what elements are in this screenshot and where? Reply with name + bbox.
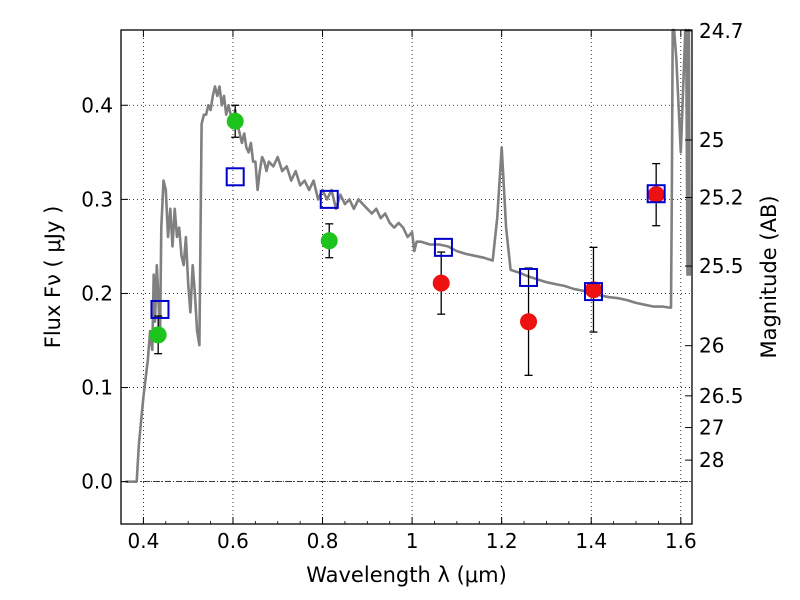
- green-points-marker: [320, 232, 338, 250]
- red-points-marker: [520, 313, 538, 331]
- plot-frame: [120, 29, 693, 525]
- y-tick-label: 0.3: [81, 187, 113, 211]
- y2-tick-label: 27: [699, 416, 724, 440]
- x-ticks: 0.4 0.6 0.8 1 1.2 1.4 1.6: [120, 30, 697, 553]
- grid: [121, 30, 692, 524]
- green-points-marker: [149, 326, 167, 344]
- y2-axis-label: Magnitude (AB): [757, 195, 781, 358]
- model-squares-marker: [646, 184, 666, 204]
- x-tick-label: 1.6: [665, 529, 697, 553]
- x-tick-label: 1.2: [486, 529, 518, 553]
- y2-tick-label: 24.7: [699, 19, 744, 43]
- x-axis-label: Wavelength λ (μm): [306, 563, 507, 587]
- x-tick-label: 0.6: [217, 529, 249, 553]
- y2-tick-label: 26: [699, 334, 724, 358]
- x-tick-label: 0.8: [307, 529, 339, 553]
- green-points-marker: [226, 112, 244, 130]
- y-tick-label: 0.0: [81, 470, 113, 494]
- model-sed: [125, 28, 692, 484]
- y-tick-label: 0.2: [81, 281, 113, 305]
- x-tick-label: 1: [406, 529, 419, 553]
- y2-tick-label: 25: [699, 128, 724, 152]
- y2-tick-label: 26.5: [699, 384, 744, 408]
- red-points-marker: [584, 281, 602, 299]
- y-tick-label: 0.4: [81, 93, 113, 117]
- data-markers: [149, 112, 666, 344]
- y-ticks: 0.0 0.1 0.2 0.3 0.4: [81, 93, 128, 494]
- model-squares-marker: [150, 299, 170, 319]
- y-tick-label: 0.1: [81, 376, 113, 400]
- x-tick-label: 0.4: [127, 529, 159, 553]
- y-axis-label: Flux Fν ( μJy ): [41, 206, 65, 349]
- y2-tick-label: 25.2: [699, 185, 744, 209]
- x-tick-label: 1.4: [575, 529, 607, 553]
- y2-ticks: 24.7 25 25.2 25.5 26 26.5 27 28: [685, 19, 744, 472]
- red-points-marker: [647, 186, 665, 204]
- model-sed-line: [125, 28, 692, 484]
- model-squares-marker: [519, 267, 539, 287]
- model-squares-marker: [319, 189, 339, 209]
- y2-tick-label: 28: [699, 448, 724, 472]
- error-bars: [154, 104, 661, 376]
- model-squares-marker: [433, 237, 453, 257]
- y2-tick-label: 25.5: [699, 254, 744, 278]
- model-squares-marker: [583, 282, 603, 302]
- model-squares-marker: [225, 167, 245, 187]
- red-points-marker: [432, 274, 450, 292]
